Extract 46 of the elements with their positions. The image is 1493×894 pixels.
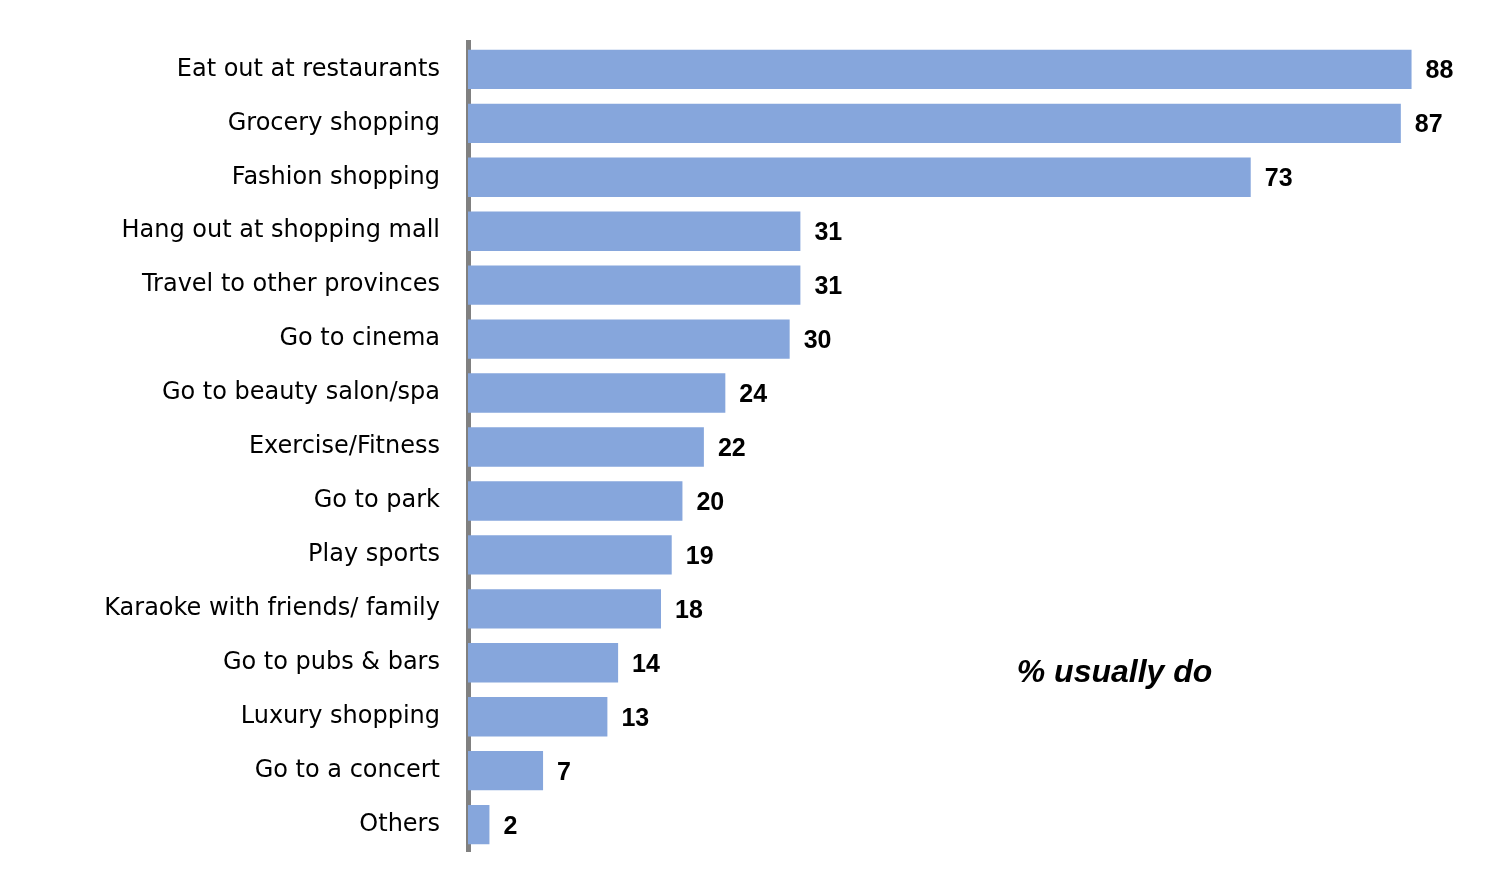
bar [468,481,683,521]
bar [468,697,608,737]
bar [468,804,490,845]
data-label: 30 [803,325,832,353]
data-label: 20 [696,486,725,515]
bar [468,535,672,575]
y-tick-label: Exercise/Fitness [248,431,440,460]
y-tick-label: Eat out at restaurants [176,53,440,82]
y-tick-label: Go to a concert [254,754,440,783]
data-label: 18 [675,594,703,623]
bar [468,319,790,359]
y-tick-label: Others [359,808,440,837]
data-label: 7 [557,756,571,785]
y-tick-label: Hang out at shopping mall [121,215,440,244]
y-tick-label: Go to park [313,485,441,514]
bar [468,103,1401,144]
bar [468,643,619,683]
bar [468,589,661,629]
bar [468,211,801,251]
bar [468,265,801,305]
data-label: 22 [717,432,746,461]
data-label: 2 [503,810,518,839]
y-tick-label: Fashion shopping [231,161,440,190]
bar [468,157,1251,197]
data-label: 24 [739,378,768,407]
y-tick-label: Go to pubs & bars [222,647,440,676]
data-label: 13 [621,702,650,731]
y-tick-label: Play sports [308,539,440,568]
bar [468,49,1412,90]
data-label: 31 [814,217,843,246]
data-label: 87 [1414,109,1443,138]
y-tick-label: Karaoke with friends/ family [104,593,440,622]
annotation: % usually do [1016,653,1213,690]
data-label: 31 [814,271,843,300]
y-tick-label: Go to cinema [279,323,440,352]
y-tick-label: Grocery shopping [227,107,440,136]
data-label: 14 [632,648,661,677]
bar [468,373,726,413]
data-label: 88 [1425,55,1454,84]
y-tick-label: Travel to other provinces [140,269,440,298]
bar [468,750,544,791]
y-tick-label: Luxury shopping [240,700,440,729]
data-label: 19 [685,540,714,569]
bar [468,427,704,467]
data-label: 73 [1264,163,1293,192]
y-tick-label: Go to beauty salon/spa [161,377,440,406]
